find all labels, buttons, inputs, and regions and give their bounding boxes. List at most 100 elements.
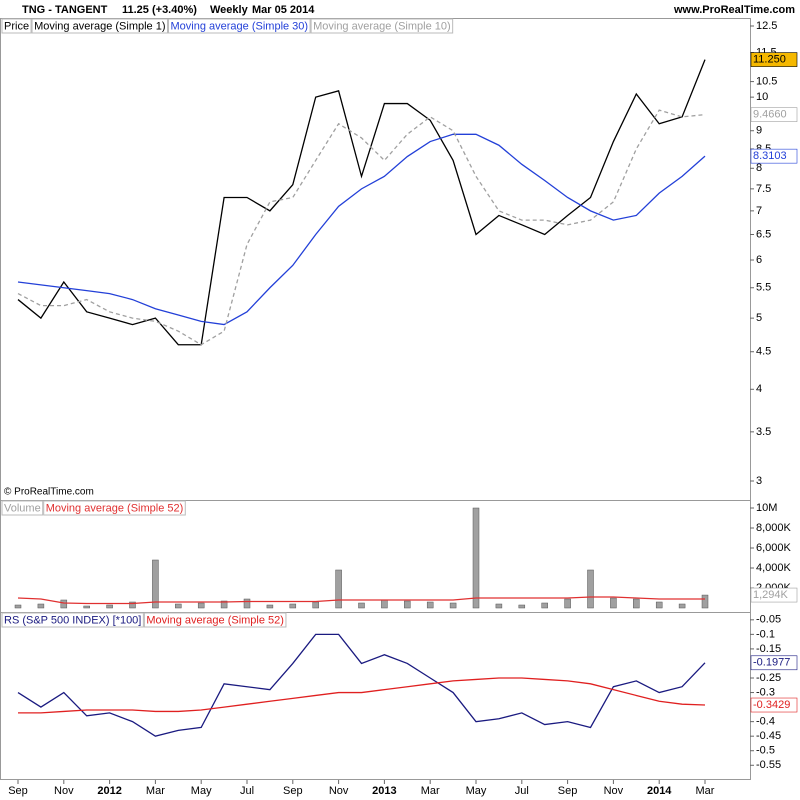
y-tick-label: 10 (756, 91, 768, 103)
y-tick-label: 6.5 (756, 228, 771, 240)
volume-bar (197, 602, 205, 609)
volume-bar (220, 600, 228, 609)
x-tick-label: May (466, 785, 487, 797)
quote: 11.25 (+3.40%) (122, 4, 197, 16)
y-tick-label: 6,000K (756, 542, 792, 554)
legend-box (1, 500, 44, 516)
x-tick-label: Sep (558, 785, 578, 797)
last-value-box (750, 52, 798, 67)
volume-bar (541, 602, 548, 609)
y-tick-label: 9 (756, 125, 762, 137)
legend-label: Price (4, 20, 29, 32)
volume-bar (83, 605, 90, 609)
volume-bar (129, 601, 136, 609)
x-tick-label: 2013 (372, 785, 396, 797)
x-tick-label: May (191, 785, 212, 797)
volume-bar (587, 569, 594, 609)
legend-box (310, 18, 454, 34)
legend-box (143, 612, 287, 628)
y-tick-label: -0.55 (756, 759, 781, 771)
period: Weekly (210, 4, 249, 16)
legend-box (31, 18, 169, 34)
series-line (17, 633, 706, 737)
legend-box (168, 18, 311, 34)
y-tick-label: -0.05 (756, 614, 781, 626)
y-tick-label: 4,000K (756, 562, 792, 574)
y-tick-label: -0.45 (756, 730, 781, 742)
x-tick-label: 2014 (647, 785, 672, 797)
y-tick-label: -0.4 (756, 716, 775, 728)
volume-bar (678, 603, 686, 609)
copyright: © ProRealTime.com (4, 487, 94, 498)
volume-bar (610, 597, 617, 609)
y-tick-label: 8,000K (756, 522, 792, 534)
x-tick-label: Nov (329, 785, 349, 797)
volume-bar (266, 604, 274, 609)
legend-label: Moving average (Simple 10) (313, 20, 451, 32)
legend-box (43, 500, 186, 516)
last-value-box (750, 655, 798, 671)
x-tick-label: Mar (146, 785, 165, 797)
volume-bar (175, 603, 182, 609)
volume-bar (564, 598, 571, 609)
y-tick-label: 5 (756, 312, 762, 324)
y-tick-label: 10M (756, 502, 777, 514)
series-line (17, 59, 706, 346)
legend-label: Volume (4, 502, 41, 514)
volume-bar (518, 604, 526, 609)
volume-bar (60, 599, 68, 609)
volume-bar (495, 603, 503, 609)
y-tick-label: 7 (756, 205, 762, 217)
last-value-box (750, 148, 798, 164)
legend-box (1, 18, 32, 34)
x-tick-label: Mar (421, 785, 440, 797)
last-value-box (750, 587, 798, 603)
volume-bar (633, 598, 640, 609)
legend-label: RS (S&P 500 INDEX) [*100] (4, 614, 141, 626)
x-tick-label: Sep (283, 785, 303, 797)
series-line (17, 133, 706, 326)
date: Mar 05 2014 (252, 4, 315, 16)
y-tick-label: 12.5 (756, 20, 777, 32)
volume-bar (404, 600, 411, 609)
volume-bar (472, 507, 480, 609)
volume-bar (152, 559, 159, 609)
legend-label: Moving average (Simple 30) (171, 20, 309, 32)
y-tick-label: 4.5 (756, 346, 771, 358)
symbol: TNG - TANGENT (22, 4, 108, 16)
volume-bar (335, 569, 342, 609)
y-tick-label: 3 (756, 475, 762, 487)
last-value-label: -0.1977 (753, 657, 790, 669)
volume-bar (106, 604, 113, 609)
volume-bar (381, 599, 388, 609)
y-tick-label: -0.25 (756, 672, 781, 684)
volume-bar (358, 602, 365, 609)
y-tick-label: 5.5 (756, 282, 771, 294)
site: www.ProRealTime.com (673, 4, 795, 16)
x-tick-label: Nov (54, 785, 74, 797)
y-tick-label: -0.5 (756, 745, 775, 757)
series-line (17, 109, 706, 346)
legend-label: Moving average (Simple 1) (34, 20, 165, 32)
legend-label: Moving average (Simple 52) (46, 502, 184, 514)
y-tick-label: -0.1 (756, 628, 775, 640)
rs-frame (0, 612, 751, 780)
y-tick-label: 4 (756, 383, 762, 395)
volume-bar (312, 601, 319, 609)
volume-bar (449, 602, 457, 609)
y-tick-label: 6 (756, 254, 762, 266)
last-value-label: 8.3103 (753, 150, 787, 162)
last-value-label: 9.4660 (753, 109, 787, 121)
volume-bar (37, 603, 45, 609)
volume-bar (655, 601, 663, 609)
y-tick-label: 8 (756, 162, 762, 174)
x-tick-label: Sep (8, 785, 28, 797)
x-tick-label: Jul (515, 785, 529, 797)
x-tick-label: 2012 (97, 785, 121, 797)
y-tick-label: -0.15 (756, 643, 781, 655)
y-tick-label: 7.5 (756, 183, 771, 195)
y-tick-label: 10.5 (756, 75, 777, 87)
volume-bar (289, 603, 297, 609)
